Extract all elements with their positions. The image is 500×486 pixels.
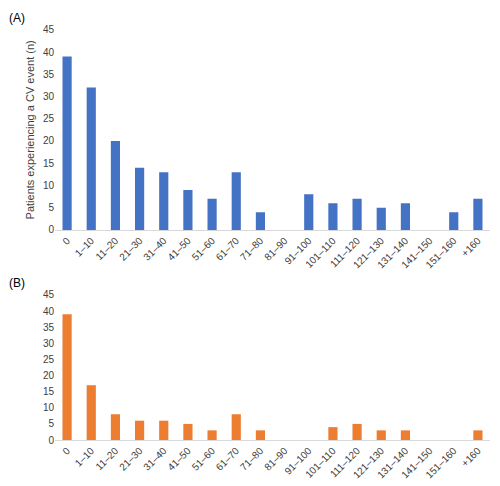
svg-text:81–90: 81–90: [262, 445, 290, 473]
svg-text:11–20: 11–20: [93, 445, 120, 472]
svg-text:45: 45: [43, 24, 55, 35]
svg-text:31–40: 31–40: [141, 235, 169, 263]
svg-text:151–160: 151–160: [423, 235, 459, 271]
svg-text:35: 35: [43, 322, 55, 333]
svg-text:+160: +160: [459, 445, 483, 469]
svg-text:131–140: 131–140: [375, 235, 411, 271]
svg-text:151–160: 151–160: [423, 445, 459, 481]
svg-text:20: 20: [43, 135, 55, 146]
svg-text:10: 10: [43, 180, 55, 191]
svg-text:131–140: 131–140: [375, 445, 411, 481]
svg-text:Patients experiencing a CV eve: Patients experiencing a CV event (n): [24, 40, 36, 219]
svg-text:141–150: 141–150: [399, 445, 435, 481]
svg-text:81–90: 81–90: [262, 235, 290, 263]
svg-text:(A): (A): [9, 11, 25, 25]
svg-text:51–60: 51–60: [190, 235, 218, 263]
svg-text:1–10: 1–10: [73, 235, 97, 259]
svg-text:0: 0: [60, 235, 72, 247]
svg-text:1–10: 1–10: [73, 445, 97, 469]
svg-text:101–110: 101–110: [303, 445, 338, 480]
svg-text:30: 30: [43, 91, 55, 102]
svg-text:25: 25: [43, 354, 55, 365]
svg-text:10: 10: [43, 402, 55, 413]
svg-text:91–100: 91–100: [282, 445, 314, 477]
svg-text:40: 40: [43, 47, 55, 58]
svg-text:5: 5: [48, 202, 54, 213]
svg-text:111–120: 111–120: [328, 445, 363, 480]
svg-text:+160: +160: [459, 235, 483, 259]
svg-text:0: 0: [48, 435, 54, 446]
svg-text:111–120: 111–120: [328, 235, 363, 270]
svg-text:61–70: 61–70: [214, 235, 242, 263]
svg-text:11–20: 11–20: [93, 235, 120, 262]
svg-text:(B): (B): [9, 276, 25, 290]
svg-text:91–100: 91–100: [282, 235, 314, 267]
svg-text:41–50: 41–50: [165, 445, 193, 473]
svg-text:51–60: 51–60: [190, 445, 218, 473]
svg-text:71–80: 71–80: [238, 235, 266, 263]
svg-text:0: 0: [60, 445, 72, 457]
svg-text:121–130: 121–130: [351, 235, 387, 271]
svg-text:15: 15: [43, 386, 55, 397]
svg-text:31–40: 31–40: [141, 445, 169, 473]
svg-text:121–130: 121–130: [351, 445, 387, 481]
svg-text:141–150: 141–150: [399, 235, 435, 271]
svg-text:30: 30: [43, 338, 55, 349]
svg-text:35: 35: [43, 69, 55, 80]
svg-text:5: 5: [48, 418, 54, 429]
svg-text:101–110: 101–110: [303, 235, 338, 270]
svg-text:20: 20: [43, 370, 55, 381]
svg-text:40: 40: [43, 306, 55, 317]
svg-text:41–50: 41–50: [165, 235, 193, 263]
svg-text:45: 45: [43, 289, 55, 300]
svg-text:61–70: 61–70: [214, 445, 242, 473]
svg-text:25: 25: [43, 113, 55, 124]
svg-text:0: 0: [48, 224, 54, 235]
svg-text:21–30: 21–30: [117, 235, 145, 263]
svg-text:15: 15: [43, 158, 55, 169]
svg-text:21–30: 21–30: [117, 445, 145, 473]
svg-text:71–80: 71–80: [238, 445, 266, 473]
